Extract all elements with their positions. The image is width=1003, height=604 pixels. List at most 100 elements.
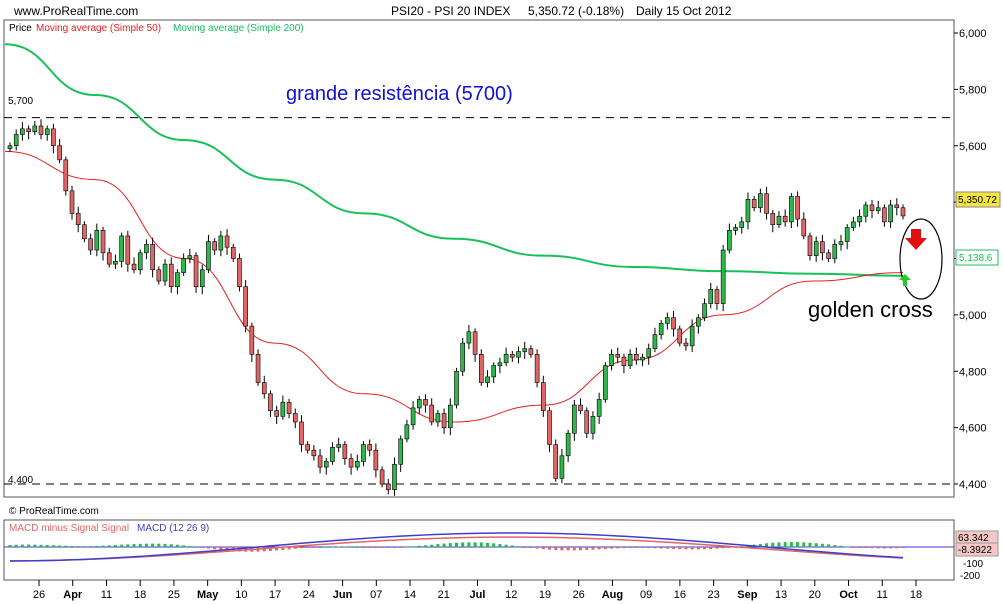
macd-bar <box>312 547 316 548</box>
candle-down <box>106 252 112 265</box>
candle-up <box>658 323 664 335</box>
macd-bar <box>783 542 787 547</box>
candle-up <box>603 365 608 400</box>
highlight-ellipse <box>899 218 943 300</box>
date-tick-label: 23 <box>707 589 719 601</box>
candle-down <box>26 128 31 132</box>
candle-up <box>466 331 472 344</box>
macd-bar <box>727 547 731 548</box>
date-tick-label: Oct <box>839 589 858 601</box>
macd-bar <box>306 547 310 548</box>
candle-down <box>38 125 44 135</box>
macd-bar <box>684 547 688 550</box>
macd-bar <box>151 543 155 547</box>
date-tick-label: 19 <box>539 589 551 601</box>
macd-bar <box>678 547 682 550</box>
macd-bar <box>14 544 18 547</box>
candle-down <box>782 215 788 223</box>
candle-down <box>75 213 81 225</box>
macd-bar <box>554 547 558 551</box>
candle-down <box>553 444 559 479</box>
candle-down <box>261 382 267 395</box>
date-tick-label: Jun <box>333 589 353 601</box>
candle-up <box>863 204 869 217</box>
candle-down <box>311 449 317 457</box>
macd-bar <box>51 545 55 547</box>
macd-bar <box>101 545 105 547</box>
candle-down <box>150 244 155 271</box>
macd-tick-minus100: -100 <box>963 559 983 570</box>
macd-bar <box>572 547 576 551</box>
candle-up <box>119 235 124 262</box>
candle-up <box>491 365 497 378</box>
price-tick-label: 4,800 <box>959 366 987 378</box>
candle-down <box>615 354 621 358</box>
candle-up <box>875 207 881 211</box>
macd-bar <box>448 543 452 547</box>
macd-bar <box>157 543 161 547</box>
candle-down <box>441 413 447 428</box>
candle-up <box>485 376 490 383</box>
ma200-line <box>4 43 904 277</box>
macd-bar <box>802 542 806 547</box>
candle-up <box>280 401 286 417</box>
date-tick-label: 10 <box>235 589 247 601</box>
date-tick-label: Jul <box>470 589 486 601</box>
macd-bar <box>368 547 372 548</box>
macd-bar <box>579 547 583 551</box>
candle-down <box>634 354 639 361</box>
candle-down <box>342 444 348 459</box>
date-tick-label: 12 <box>505 589 517 601</box>
macd-bar <box>851 547 855 548</box>
candle-down <box>894 204 900 209</box>
macd-bar <box>789 542 793 547</box>
macd-bar <box>523 547 527 548</box>
macd-bar <box>349 546 353 548</box>
macd-bar <box>870 547 874 549</box>
grid-lines <box>4 117 954 485</box>
support-level-label: 4,400 <box>8 475 33 486</box>
macd-bar <box>417 545 421 547</box>
legend-ma50: Moving average (Simple 50) <box>36 23 161 34</box>
macd-bar <box>517 546 521 548</box>
candle-up <box>844 227 850 242</box>
macd-bar <box>194 546 198 548</box>
golden-cross-annotation: golden cross <box>808 297 933 322</box>
candle-down <box>869 204 875 211</box>
macd-bar <box>95 545 99 547</box>
candle-up <box>206 241 211 271</box>
macd-bar <box>213 547 217 550</box>
candle-up <box>733 227 738 231</box>
macd-bar <box>324 546 328 548</box>
candle-up <box>596 399 602 417</box>
macd-bar <box>405 546 409 548</box>
date-tick-label: 18 <box>910 589 922 601</box>
price-tick-label: 5,800 <box>959 84 987 96</box>
macd-bar <box>461 542 465 547</box>
macd-bar <box>330 546 334 548</box>
candle-down <box>156 269 162 282</box>
macd-bar <box>39 544 43 547</box>
macd-bar <box>436 544 440 547</box>
macd-bar <box>889 547 893 549</box>
candle-down <box>88 238 93 251</box>
macd-bar <box>616 547 620 549</box>
macd-bar <box>473 542 477 547</box>
candle-up <box>758 193 763 209</box>
candle-up <box>435 413 441 423</box>
candle-up <box>652 334 658 350</box>
candle-up <box>404 424 410 440</box>
candle-up <box>20 128 25 135</box>
candle-down <box>385 483 391 490</box>
candle-down <box>292 413 298 423</box>
macd-bar <box>219 547 223 550</box>
macd-bar <box>287 547 291 550</box>
macd-bar <box>380 547 384 548</box>
candle-down <box>212 241 217 251</box>
macd-bar <box>765 543 769 547</box>
macd-bar <box>33 544 37 547</box>
macd-bar <box>814 543 818 547</box>
ma200-value-box <box>955 249 999 266</box>
candle-down <box>429 404 434 423</box>
macd-bar <box>603 547 607 549</box>
